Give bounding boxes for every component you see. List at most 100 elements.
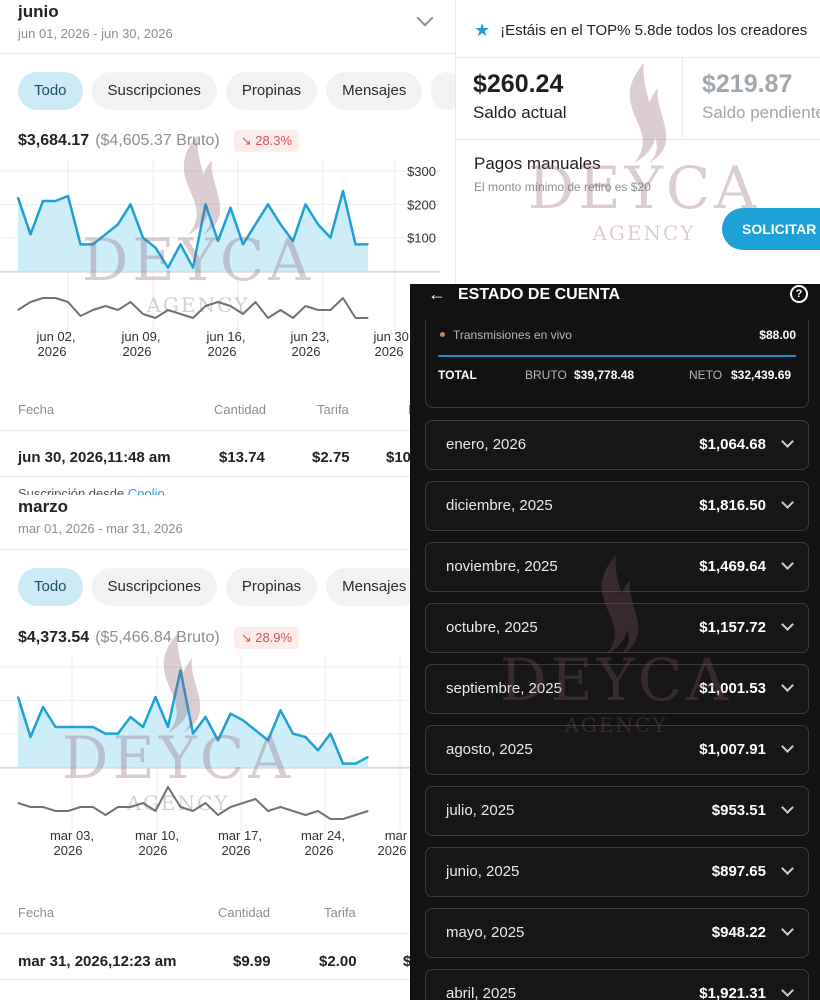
chevron-down-icon[interactable] xyxy=(781,862,794,875)
month-name: diciembre, 2025 xyxy=(446,497,553,514)
chevron-down-icon[interactable] xyxy=(781,496,794,509)
chevron-down-icon[interactable] xyxy=(781,801,794,814)
chip-todo[interactable]: Todo xyxy=(18,568,83,606)
month-row[interactable]: abril, 2025 $1,921.31 xyxy=(425,969,809,1000)
month-row[interactable]: octubre, 2025 $1,157.72 xyxy=(425,603,809,653)
col-cantidad: Cantidad xyxy=(214,402,267,417)
month-amount: $1,816.50 xyxy=(699,497,766,514)
month-amount: $1,007.91 xyxy=(699,741,766,758)
data-point xyxy=(29,233,32,236)
help-icon[interactable]: ? xyxy=(790,285,808,303)
secondary-data-point xyxy=(254,798,257,800)
secondary-data-point xyxy=(229,806,232,808)
month-row[interactable]: agosto, 2025 $1,007.91 xyxy=(425,725,809,775)
chip-todo[interactable]: Todo xyxy=(18,72,83,110)
period-title: marzo xyxy=(18,497,69,516)
chevron-down-icon[interactable] xyxy=(781,679,794,692)
secondary-data-point xyxy=(304,305,307,307)
data-point xyxy=(154,246,157,249)
row-fee: $2.00 xyxy=(319,953,357,970)
data-point xyxy=(54,726,57,728)
request-payout-button[interactable]: SOLICITAR xyxy=(722,208,820,250)
x-tick-label: 2026 xyxy=(123,344,152,358)
gross-earnings: ($4,605.37 Bruto) xyxy=(95,132,220,149)
bullet-icon xyxy=(440,332,445,337)
series-area xyxy=(18,670,368,767)
chevron-down-icon[interactable] xyxy=(781,740,794,753)
secondary-data-point xyxy=(54,297,57,299)
month-row[interactable]: julio, 2025 $953.51 xyxy=(425,786,809,836)
x-tick-label: 2026 xyxy=(139,843,168,858)
chip-suscripciones[interactable]: Suscripciones xyxy=(91,568,217,606)
divider xyxy=(0,549,455,550)
gross-earnings: ($5,466.84 Bruto) xyxy=(95,629,220,646)
data-point xyxy=(192,732,194,735)
data-point xyxy=(92,243,94,246)
secondary-data-point xyxy=(117,806,119,808)
divider xyxy=(456,57,820,58)
month-amount: $1,001.53 xyxy=(699,680,766,697)
data-point xyxy=(342,190,344,192)
chip-propinas[interactable]: Propinas xyxy=(225,568,318,606)
data-point xyxy=(42,706,44,708)
month-name: octubre, 2025 xyxy=(446,619,538,636)
period-range: mar 01, 2026 - mar 31, 2026 xyxy=(18,521,183,536)
secondary-data-point xyxy=(54,810,57,812)
month-row[interactable]: mayo, 2025 $948.22 xyxy=(425,908,809,958)
month-name: abril, 2025 xyxy=(446,985,517,1000)
data-point xyxy=(179,669,182,672)
chip-suscripciones[interactable]: Suscripciones xyxy=(91,72,217,110)
x-tick-label: mar xyxy=(385,828,408,843)
x-tick-label: 2026 xyxy=(208,344,237,358)
month-row[interactable]: diciembre, 2025 $1,816.50 xyxy=(425,481,809,531)
row-net: $ xyxy=(403,953,412,970)
month-row[interactable]: noviembre, 2025 $1,469.64 xyxy=(425,542,809,592)
month-row[interactable]: junio, 2025 $897.65 xyxy=(425,847,809,897)
secondary-data-point xyxy=(92,806,94,808)
month-row[interactable]: septiembre, 2025 $1,001.53 xyxy=(425,664,809,714)
chevron-down-icon[interactable] xyxy=(416,9,434,27)
data-point xyxy=(304,736,307,738)
month-name: junio, 2025 xyxy=(446,863,520,880)
live-value: $88.00 xyxy=(759,328,796,342)
statement-summary: Transmisiones en vivo $88.00 TOTAL BRUTO… xyxy=(425,320,809,408)
secondary-data-point xyxy=(154,317,157,319)
x-tick-label: jun 16, xyxy=(205,329,245,344)
chip-propinas[interactable]: Propinas xyxy=(225,72,318,110)
month-amount: $1,469.64 xyxy=(699,558,766,575)
x-tick-label: 2026 xyxy=(38,344,67,358)
secondary-data-point xyxy=(192,810,194,812)
month-amount: $897.65 xyxy=(711,863,766,880)
pending-balance: $219.87 Saldo pendiente xyxy=(702,70,820,123)
statement-header: ← ESTADO DE CUENTA ? xyxy=(410,284,820,306)
data-point xyxy=(79,726,82,728)
x-tick-label: jun 02, xyxy=(35,329,75,344)
data-point xyxy=(292,732,294,735)
chip-more[interactable] xyxy=(431,72,455,110)
chevron-down-icon[interactable] xyxy=(781,984,794,997)
chevron-down-icon[interactable] xyxy=(781,618,794,631)
chip-mensajes[interactable]: Mensajes xyxy=(326,568,423,606)
col-fecha: Fecha xyxy=(18,905,55,920)
month-name: noviembre, 2025 xyxy=(446,558,558,575)
chevron-down-icon[interactable] xyxy=(781,557,794,570)
data-point xyxy=(342,762,344,765)
secondary-data-point xyxy=(242,802,244,804)
x-tick-label: jun 09, xyxy=(120,329,160,344)
secondary-data-point xyxy=(179,313,182,315)
secondary-data-point xyxy=(329,818,332,820)
current-balance-amount: $260.24 xyxy=(473,70,564,98)
subscriber-link[interactable]: Coolio xyxy=(127,486,165,495)
chevron-down-icon[interactable] xyxy=(781,923,794,936)
statement-title: ESTADO DE CUENTA xyxy=(458,286,621,303)
back-arrow-icon[interactable]: ← xyxy=(428,284,446,304)
secondary-data-point xyxy=(279,309,282,311)
chip-mensajes[interactable]: Mensajes xyxy=(326,72,423,110)
period-title: junio xyxy=(18,2,59,21)
secondary-data-point xyxy=(129,806,132,808)
data-point xyxy=(129,203,132,206)
month-row[interactable]: enero, 2026 $1,064.68 xyxy=(425,420,809,470)
chevron-down-icon[interactable] xyxy=(781,435,794,448)
data-point xyxy=(79,243,82,246)
top-creator-banner: ★ ¡Estáis en el TOP% 5.8de todos los cre… xyxy=(474,20,807,41)
